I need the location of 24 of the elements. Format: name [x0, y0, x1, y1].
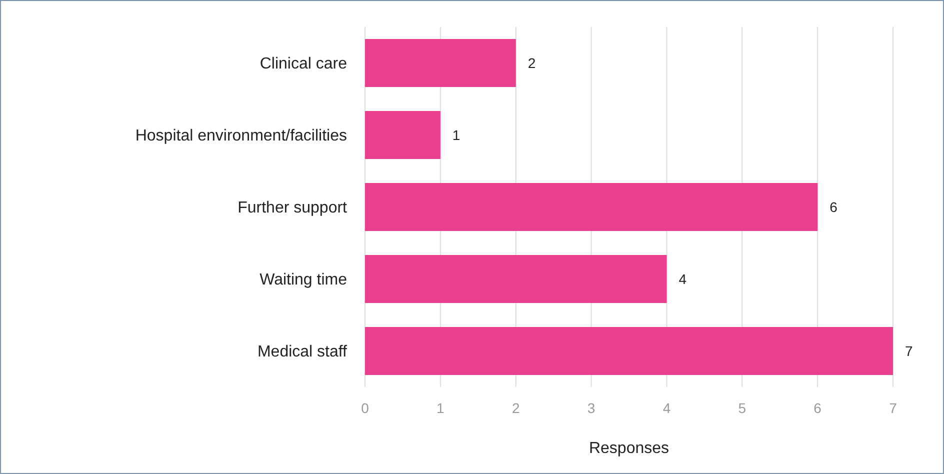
data-label: 7 — [905, 342, 913, 359]
y-tick-label: Medical staff — [257, 344, 348, 361]
bar — [365, 39, 516, 87]
bar — [365, 183, 818, 231]
bar — [365, 255, 667, 303]
x-tick-label: 0 — [361, 400, 370, 416]
x-tick-label: 3 — [587, 400, 596, 416]
data-label: 6 — [830, 198, 838, 215]
x-tick-label: 1 — [436, 400, 445, 416]
y-tick-label: Hospital environment/facilities — [135, 128, 347, 145]
x-tick-label: 7 — [889, 400, 898, 416]
y-tick-label: Clinical care — [260, 56, 348, 73]
x-tick-label: 5 — [738, 400, 746, 416]
bar — [365, 111, 440, 159]
y-tick-label: Waiting time — [260, 272, 348, 289]
x-tick-label: 4 — [662, 400, 671, 416]
x-tick-label: 2 — [512, 400, 520, 416]
x-tick-label: 6 — [814, 400, 822, 416]
data-label: 4 — [678, 270, 687, 287]
data-label: 2 — [528, 54, 536, 71]
x-axis-title: Responses — [588, 440, 670, 457]
data-label: 1 — [452, 126, 460, 143]
bar — [365, 327, 893, 375]
y-tick-label: Further support — [238, 200, 348, 217]
